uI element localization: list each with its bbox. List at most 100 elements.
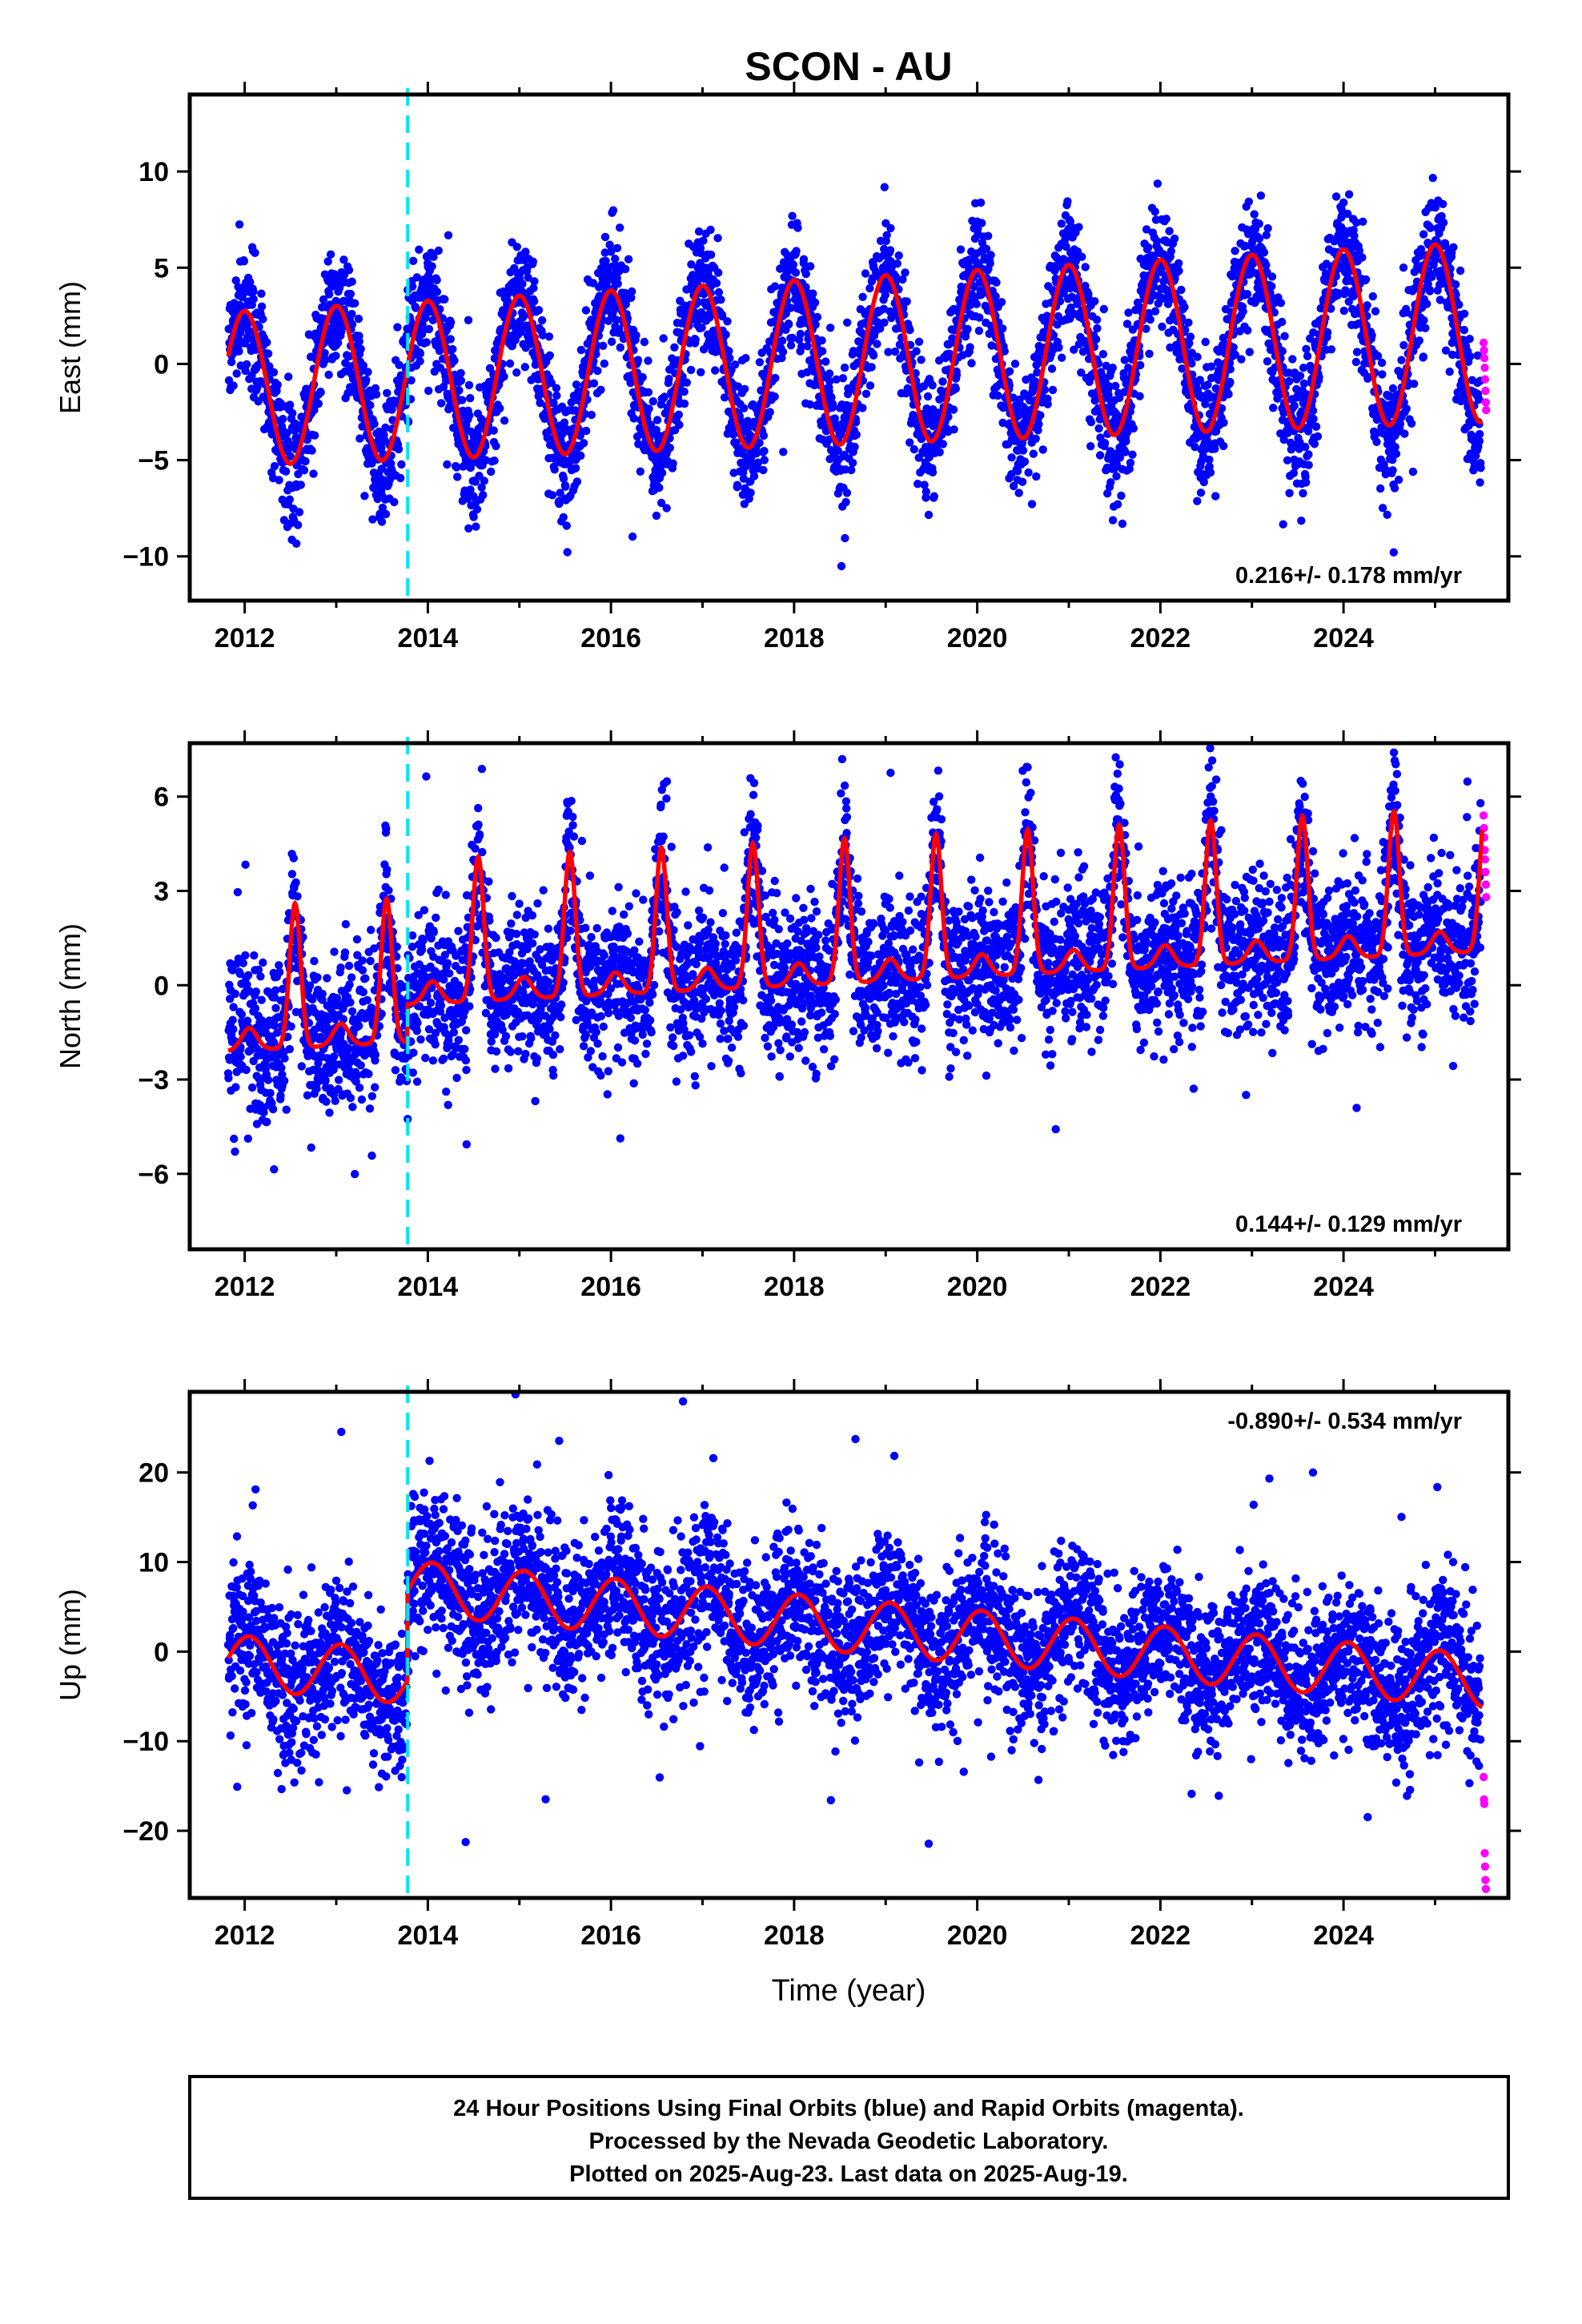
final-point [1043,400,1052,408]
final-point [257,302,267,311]
final-point [1036,411,1045,420]
final-point [310,431,319,440]
final-point [1174,259,1183,267]
final-point [1423,300,1431,308]
final-point [1201,337,1210,347]
final-point [271,986,280,995]
final-point [638,372,647,382]
final-point [1410,380,1419,388]
final-point [559,474,568,483]
final-point [347,320,357,329]
final-point [803,368,812,376]
final-point [1408,467,1418,476]
final-point [1038,445,1047,454]
final-point [1093,324,1102,333]
final-point [694,227,704,236]
final-point [529,297,539,306]
final-point [801,269,810,279]
final-point [841,533,849,543]
final-point [450,356,459,365]
final-point [231,276,240,285]
final-point [295,508,304,517]
final-point [243,360,251,369]
final-point [842,489,852,497]
rapid-point [1480,354,1489,363]
final-point [371,384,380,392]
final-point [455,386,464,395]
final-point [1244,197,1254,206]
final-point [1460,309,1469,318]
final-point [741,354,750,363]
final-point [1419,352,1428,361]
final-point [582,426,591,436]
final-point [938,377,947,386]
final-point [512,368,521,377]
final-point [608,206,618,215]
final-point [1280,332,1289,340]
final-point [1032,472,1041,481]
final-point [377,443,386,452]
final-point [549,398,558,408]
final-point [755,438,764,448]
final-point [324,370,333,380]
final-point [321,356,330,364]
final-point [530,277,539,286]
final-point [770,392,779,401]
final-point [479,491,488,500]
final-point [1425,287,1435,296]
final-point [339,255,348,264]
final-point [1102,361,1110,370]
final-point [1162,215,1171,223]
final-point [813,312,822,322]
final-point [1304,460,1313,469]
final-point [746,489,755,497]
final-point [1445,368,1454,376]
final-point [1476,464,1485,472]
final-point [665,375,673,384]
final-point [243,1134,252,1144]
final-point [633,356,643,364]
final-point [950,425,958,434]
final-point [632,331,640,340]
final-point [1299,489,1307,498]
rapid-point [1482,405,1491,415]
final-point [1120,356,1130,364]
final-point [714,287,724,297]
rapid-point [1481,398,1491,407]
final-point [1211,427,1221,436]
final-point [1126,458,1135,468]
final-point [600,232,610,242]
final-point [1229,343,1238,352]
final-point [825,376,834,386]
final-point [682,378,691,387]
final-point [1263,223,1272,233]
final-point [868,274,877,283]
final-point [383,388,391,397]
final-point [886,223,895,233]
final-point [528,257,537,266]
final-point [792,247,801,255]
final-point [545,351,554,360]
final-point [480,476,488,485]
final-point [1344,190,1354,199]
final-point [935,448,944,456]
final-point [1460,325,1469,335]
final-point [1094,424,1103,433]
final-point [469,492,478,501]
final-point [714,268,723,277]
final-point [289,854,298,862]
final-point [1303,352,1312,360]
final-point [788,333,797,343]
final-point [1145,349,1154,358]
final-point [381,509,391,519]
final-point [752,448,761,458]
final-point [1285,489,1294,497]
final-point [1040,385,1050,394]
y-tick-label: −5 [138,446,169,476]
final-point [1456,266,1465,275]
final-point [869,351,878,360]
final-point [628,532,637,541]
final-point [309,469,318,478]
final-point [449,424,458,432]
final-point [283,428,291,437]
